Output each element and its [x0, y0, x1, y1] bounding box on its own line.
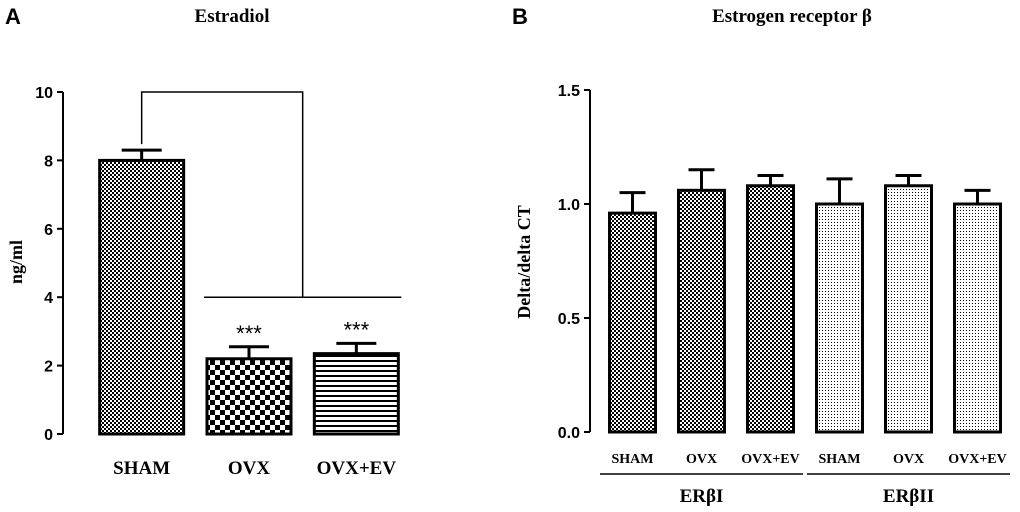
panel-b: B Estrogen receptor β Delta/delta CT 0.0…	[512, 4, 1010, 507]
chart-a-y-ticks: 0 2 4 6 8 10	[35, 85, 63, 444]
chart-a-y-tick-label: 10	[35, 85, 53, 102]
chart-b-y-tick-label: 0.0	[558, 425, 580, 442]
chart-b-x-label: SHAM	[612, 452, 654, 467]
chart-b-y-tick-label: 1.5	[558, 83, 580, 100]
chart-a-significance-marker: ***	[343, 317, 369, 342]
chart-b-x-labels: SHAM OVX OVX+EV SHAM OVX OVX+EV	[612, 452, 1007, 467]
chart-b-x-label: OVX+EV	[948, 452, 1007, 467]
chart-b-group-label: ERβII	[883, 486, 934, 507]
chart-a-significance-marker: ***	[236, 321, 262, 346]
chart-a-x-label: OVX	[228, 458, 271, 479]
chart-a-x-labels: SHAM OVX OVX+EV	[113, 458, 396, 479]
chart-a-title: Estradiol	[195, 6, 270, 27]
chart-a-y-axis-label: ng/ml	[6, 240, 26, 284]
chart-b-x-label: SHAM	[819, 452, 861, 467]
panel-b-letter: B	[512, 4, 528, 29]
panel-a-letter: A	[5, 4, 21, 29]
chart-b-bar	[815, 202, 864, 434]
chart-a-x-label: SHAM	[113, 458, 170, 479]
chart-b-group-label: ERβI	[680, 486, 724, 507]
chart-a-y-tick-label: 4	[44, 290, 53, 307]
chart-b-groups: ERβI ERβII	[600, 473, 1010, 507]
chart-a-y-tick-label: 6	[44, 222, 53, 239]
chart-a-bar	[312, 352, 400, 436]
chart-b-y-tick-label: 0.5	[558, 311, 580, 328]
chart-a-y-tick-label: 8	[44, 153, 53, 170]
chart-b-bar	[953, 202, 1002, 434]
chart-b-bar	[677, 188, 726, 434]
chart-b-bar	[608, 211, 657, 434]
chart-a-x-label: OVX+EV	[317, 458, 397, 479]
chart-b-bar	[884, 184, 933, 434]
chart-a-annotations: *** ***	[140, 91, 402, 346]
chart-a-bar	[98, 158, 186, 436]
chart-b-x-label: OVX+EV	[741, 452, 800, 467]
chart-a-y-tick-label: 2	[44, 359, 53, 376]
chart-b-x-label: OVX	[686, 452, 717, 467]
chart-b-y-axis-label: Delta/delta CT	[514, 205, 534, 318]
chart-b-title: Estrogen receptor β	[712, 6, 872, 27]
chart-b-x-label: OVX	[893, 452, 924, 467]
chart-a-y-tick-label: 0	[44, 427, 53, 444]
chart-a-comparison-bracket	[140, 91, 304, 298]
chart-a-bars	[98, 148, 400, 436]
chart-a-bar	[205, 357, 293, 436]
chart-b-bars	[608, 168, 1002, 434]
chart-b-bar	[746, 184, 795, 434]
chart-b-y-ticks: 0.0 0.5 1.0 1.5	[558, 83, 590, 442]
chart-b-y-tick-label: 1.0	[558, 197, 580, 214]
